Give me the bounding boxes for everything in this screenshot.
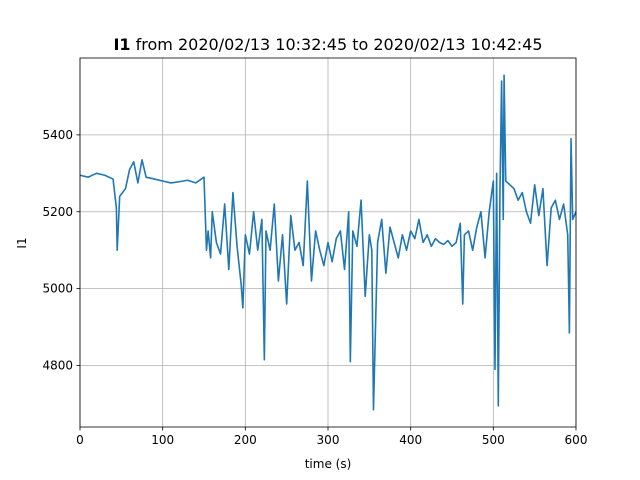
chart-title: I1 from 2020/02/13 10:32:45 to 2020/02/1… [113, 35, 542, 54]
series-line [79, 74, 577, 411]
x-axis-ticks: 0 100 200 300 400 500 600 [76, 427, 587, 447]
x-tick-label: 600 [565, 433, 588, 447]
x-tick-label: 0 [76, 433, 84, 447]
x-tick-label: 200 [234, 433, 257, 447]
x-tick-label: 300 [317, 433, 340, 447]
plot-area [79, 74, 577, 411]
y-tick-label: 5000 [42, 282, 73, 296]
x-tick-label: 500 [482, 433, 505, 447]
y-axis-ticks: 4800 5000 5200 5400 [42, 128, 80, 373]
x-tick-label: 400 [399, 433, 422, 447]
chart-title-range: from 2020/02/13 10:32:45 to 2020/02/13 1… [131, 35, 543, 54]
y-tick-label: 5200 [42, 205, 73, 219]
chart-title-series: I1 [113, 35, 130, 54]
x-tick-label: 100 [151, 433, 174, 447]
y-axis-label: I1 [15, 237, 29, 248]
y-tick-label: 5400 [42, 128, 73, 142]
y-tick-label: 4800 [42, 359, 73, 373]
x-axis-label: time (s) [305, 457, 352, 471]
